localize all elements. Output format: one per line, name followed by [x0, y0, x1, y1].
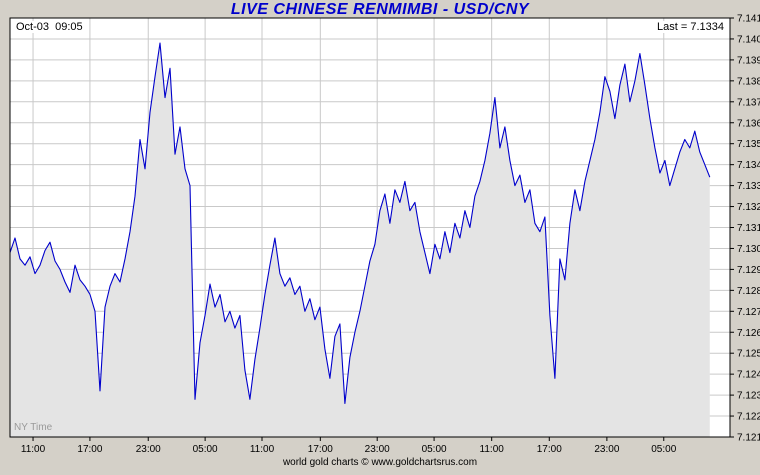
x-tick-label: 23:00 [136, 444, 161, 455]
y-tick-label: 7.125 [737, 349, 760, 360]
price-line [9, 42, 711, 405]
y-tick-label: 7.137 [737, 97, 760, 108]
y-tick-label: 7.130 [737, 244, 760, 255]
y-tick-label: 7.139 [737, 55, 760, 66]
x-tick-label: 05:00 [422, 444, 447, 455]
timezone-watermark: NY Time [14, 422, 53, 433]
credit-footer: world gold charts © www.goldchartsrus.co… [282, 457, 478, 468]
y-tick-label: 7.138 [737, 76, 760, 87]
x-tick-label: 05:00 [193, 444, 218, 455]
y-tick-label: 7.131 [737, 223, 760, 234]
y-tick-label: 7.121 [737, 433, 760, 444]
y-tick-label: 7.129 [737, 265, 760, 276]
y-tick-label: 7.136 [737, 118, 760, 129]
y-tick-label: 7.128 [737, 286, 760, 297]
x-tick-label: 11:00 [21, 444, 46, 455]
x-tick-label: 17:00 [537, 444, 562, 455]
y-tick-label: 7.133 [737, 181, 760, 192]
x-tick-label: 17:00 [77, 444, 102, 455]
chart-title: LIVE CHINESE RENMIMBI - USD/CNY [230, 1, 530, 18]
y-tick-label: 7.132 [737, 202, 760, 213]
y-tick-label: 7.124 [737, 370, 760, 381]
y-tick-label: 7.141 [737, 14, 760, 25]
x-axis-labels: 11:00 17:00 23:00 05:00 11:00 17:00 23:00 05:00… [21, 437, 677, 455]
date-time-label: Oct-03 09:05 [14, 21, 85, 33]
x-tick-label: 05:00 [651, 444, 676, 455]
x-tick-label: 17:00 [308, 444, 333, 455]
x-tick-label: 23:00 [365, 444, 390, 455]
y-tick-label: 7.123 [737, 391, 760, 402]
last-price-label: Last = 7.1334 [655, 21, 726, 33]
y-tick-label: 7.134 [737, 160, 760, 171]
x-tick-label: 23:00 [594, 444, 619, 455]
y-tick-label: 7.140 [737, 34, 760, 45]
price-area [10, 43, 710, 437]
y-tick-label: 7.127 [737, 307, 760, 318]
y-tick-label: 7.135 [737, 139, 760, 150]
x-tick-label: 11:00 [480, 444, 505, 455]
y-tick-label: 7.126 [737, 328, 760, 339]
y-axis-labels: 7.121 7.122 7.123 7.124 7.125 7.126 7.127 7.128… [730, 14, 760, 444]
x-tick-label: 11:00 [250, 444, 275, 455]
y-tick-label: 7.122 [737, 412, 760, 423]
